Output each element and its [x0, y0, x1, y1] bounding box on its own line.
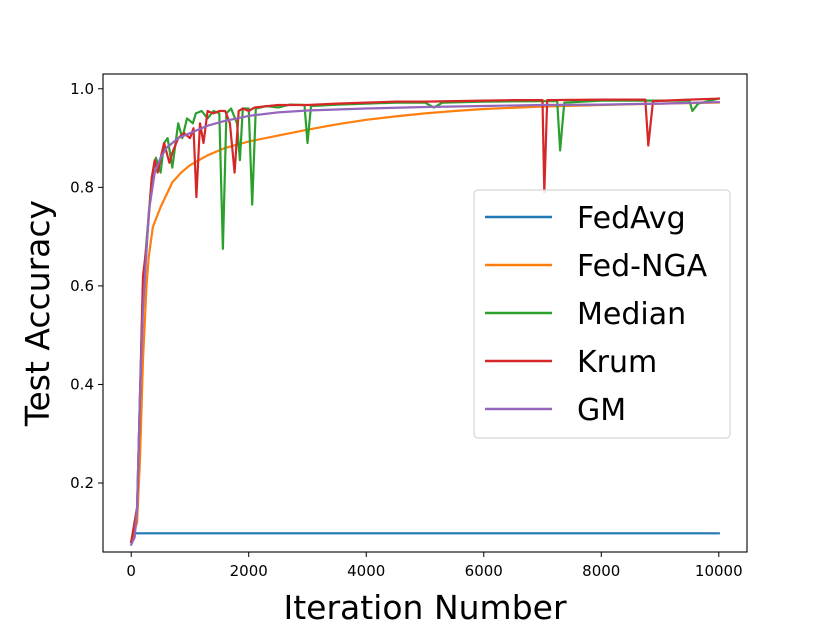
legend-box: [473, 189, 731, 439]
legend-label-gm: GM: [577, 393, 626, 428]
series-line-krum: [129, 97, 720, 544]
x-tick-label: 10000: [695, 562, 743, 580]
legend-label-fed-nga: Fed-NGA: [577, 249, 708, 284]
x-tick-label: 2000: [230, 562, 268, 580]
y-tick-label: 0.2: [70, 474, 94, 492]
y-axis-ticks: 0.2 0.4 0.6 0.8 1.0: [70, 80, 103, 492]
x-tick-label: 0: [126, 562, 136, 580]
x-tick-label: 4000: [347, 562, 385, 580]
series-line-gm: [129, 100, 720, 547]
series-lines: [129, 97, 721, 547]
axes-frame: [102, 73, 748, 553]
x-tick-label: 6000: [465, 562, 503, 580]
y-tick-label: 1.0: [70, 80, 94, 98]
y-axis-label: Test Accuracy: [18, 200, 57, 427]
y-tick-label: 0.4: [70, 375, 94, 393]
axes-spines: [102, 73, 748, 553]
x-axis-label: Iteration Number: [283, 588, 566, 623]
legend: FedAvg Fed-NGA Median Krum GM: [473, 189, 731, 439]
y-tick-label: 0.6: [70, 277, 94, 295]
x-tick-label: 8000: [582, 562, 620, 580]
x-axis-ticks: 0 2000 4000 6000 8000 10000: [126, 552, 743, 580]
legend-label-krum: Krum: [577, 345, 657, 380]
legend-label-fedavg: FedAvg: [577, 201, 686, 236]
legend-label-median: Median: [577, 297, 686, 332]
y-tick-label: 0.8: [70, 178, 94, 196]
